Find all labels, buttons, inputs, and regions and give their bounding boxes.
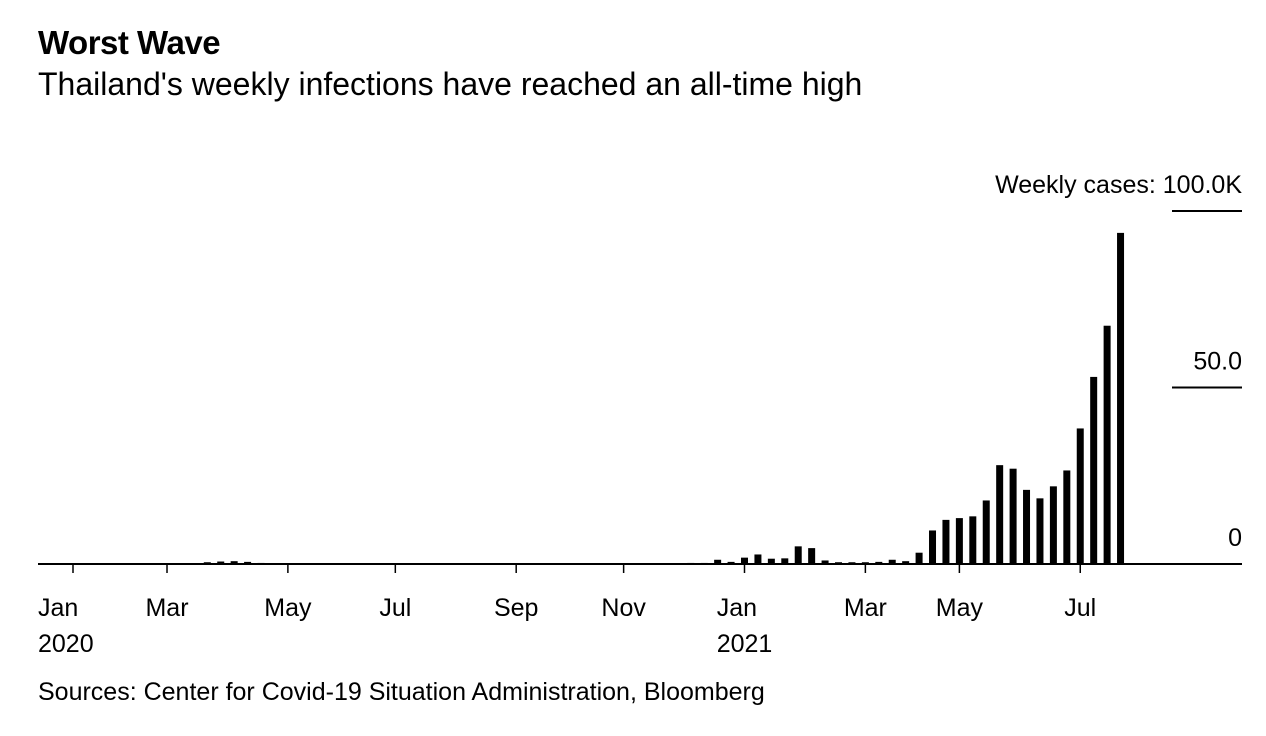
bar — [821, 560, 829, 564]
bar — [942, 519, 950, 564]
bar — [794, 546, 802, 564]
bar — [1049, 486, 1057, 564]
bar — [808, 548, 816, 564]
x-tick-label: Jan 2021 — [716, 594, 773, 658]
x-tick-label: Jan 2020 — [38, 594, 94, 658]
bar — [955, 518, 963, 564]
x-tick-label: May — [264, 594, 312, 622]
bar — [767, 558, 775, 564]
x-tick-label: Mar — [843, 594, 887, 622]
bar — [996, 465, 1004, 564]
bar — [888, 559, 896, 564]
y-tick-label: Weekly cases: 100.0K — [995, 171, 1242, 199]
bar — [875, 561, 883, 564]
bar — [217, 561, 225, 564]
y-tick-label: 50.0 — [1193, 348, 1242, 376]
bar — [1063, 470, 1071, 564]
x-tick-label: Jul — [379, 594, 412, 622]
x-tick-label: Nov — [601, 594, 646, 622]
bar — [714, 559, 722, 564]
source-note: Sources: Center for Covid-19 Situation A… — [38, 678, 765, 706]
bar — [781, 558, 789, 564]
bar — [727, 561, 735, 564]
bar — [1036, 498, 1044, 564]
bar — [929, 530, 937, 564]
bar — [969, 516, 977, 564]
bar — [1103, 325, 1111, 564]
x-tick-label: Jul — [1064, 594, 1097, 622]
bar — [741, 557, 748, 564]
bar — [230, 561, 238, 564]
bar — [982, 500, 990, 564]
bar — [915, 552, 923, 564]
bar — [1117, 232, 1125, 565]
bar — [1009, 468, 1017, 564]
bar — [1090, 376, 1098, 564]
chart-subtitle: Thailand's weekly infections have reache… — [38, 66, 863, 102]
bar — [1076, 428, 1084, 564]
bar — [244, 561, 252, 564]
x-tick-label: Mar — [145, 594, 189, 622]
x-tick-label: May — [935, 594, 983, 622]
bar — [754, 554, 762, 564]
bar — [1023, 489, 1031, 564]
bar — [902, 561, 910, 564]
y-tick-label: 0 — [1228, 524, 1242, 552]
x-tick-label: Sep — [493, 594, 539, 622]
chart-title: Worst Wave — [38, 24, 221, 61]
